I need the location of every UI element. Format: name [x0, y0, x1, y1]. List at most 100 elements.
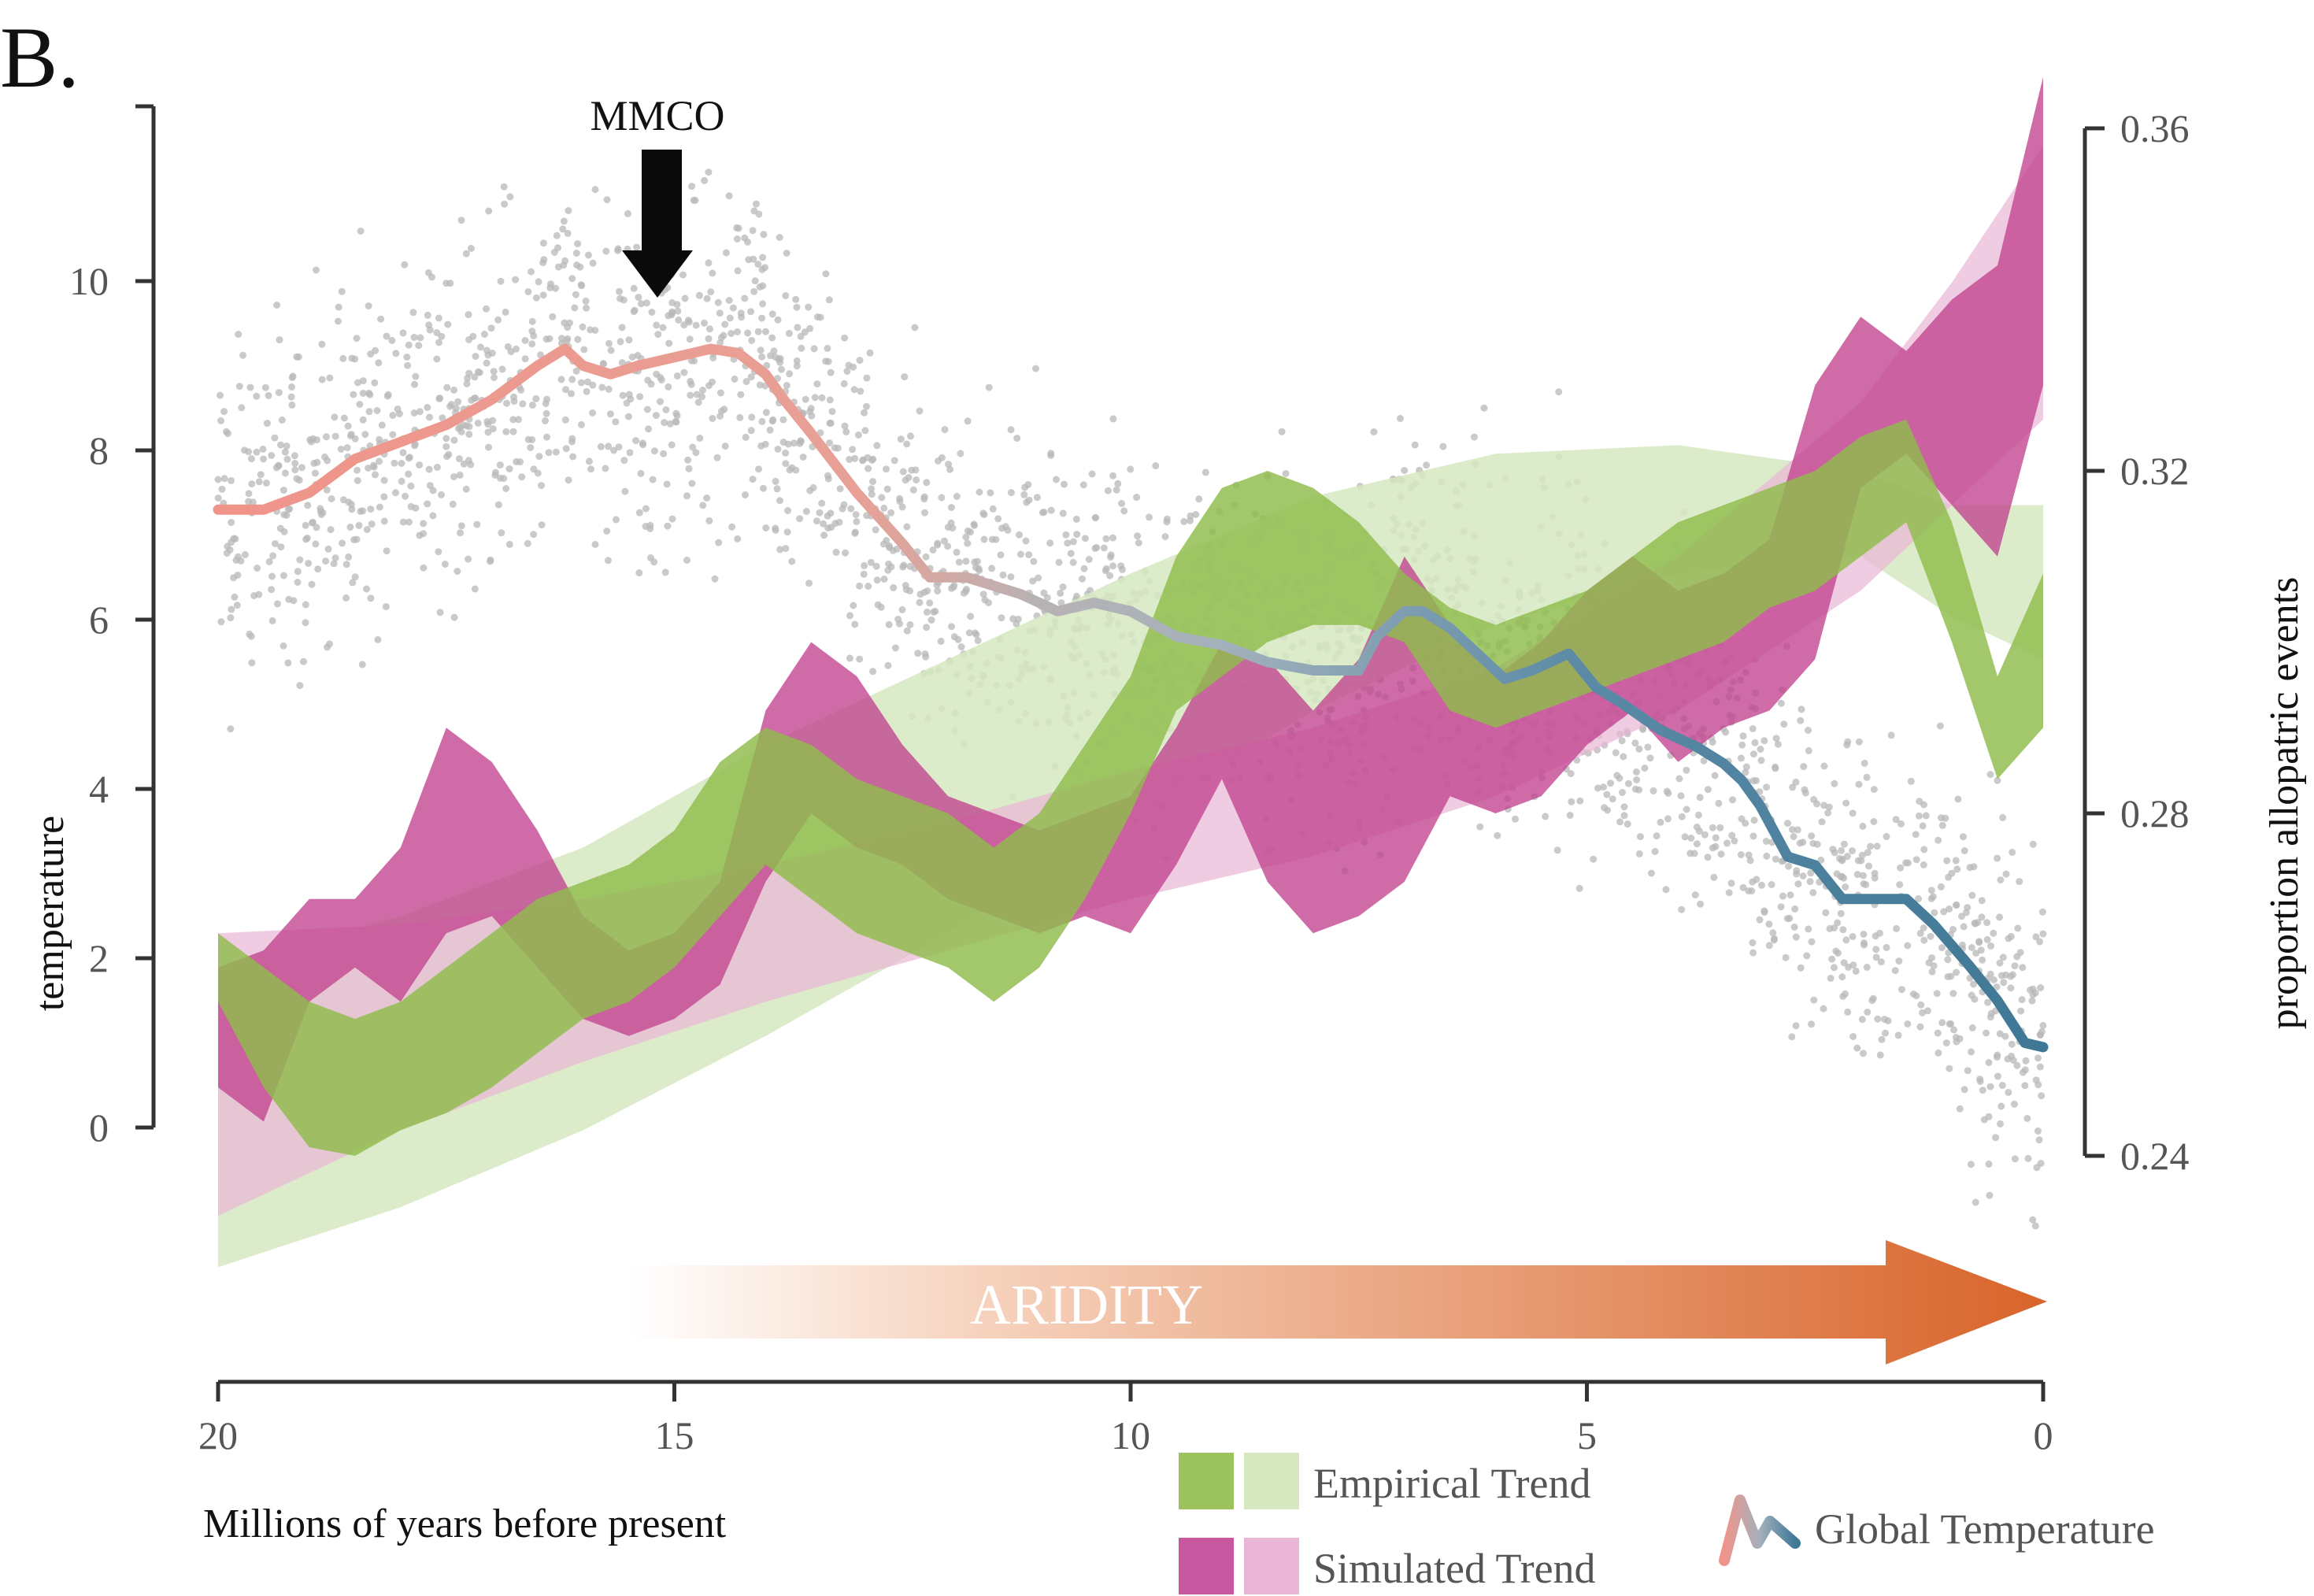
scatter-point [860, 570, 868, 578]
scatter-point [850, 386, 858, 394]
scatter-point [564, 229, 572, 237]
scatter-point [856, 357, 864, 365]
scatter-point [457, 217, 465, 224]
scatter-point [733, 224, 741, 231]
scatter-point [420, 520, 428, 528]
scatter-point [442, 443, 450, 450]
scatter-point [1842, 936, 1850, 944]
scatter-point [2033, 1164, 2041, 1172]
scatter-point [248, 659, 256, 667]
scatter-point [1774, 740, 1782, 748]
scatter-point [913, 476, 920, 484]
scatter-point [560, 217, 568, 225]
scatter-point [1057, 589, 1064, 597]
scatter-point [1871, 874, 1879, 882]
scatter-point [337, 446, 345, 453]
scatter-point [930, 608, 938, 616]
scatter-point [1845, 963, 1852, 971]
scatter-point [1980, 1116, 1988, 1124]
scatter-point [758, 265, 766, 273]
scatter-point [1920, 846, 1928, 854]
scatter-point [1715, 799, 1723, 807]
scatter-point [1870, 818, 1878, 825]
left-tick-label: 8 [89, 428, 109, 472]
scatter-point [1635, 850, 1643, 857]
scatter-point [1966, 864, 1974, 872]
scatter-point [227, 614, 235, 622]
scatter-point [772, 354, 779, 361]
scatter-point [331, 554, 339, 562]
scatter-point [714, 298, 722, 306]
scatter-point [227, 725, 235, 733]
scatter-point [1975, 939, 1983, 946]
scatter-point [1494, 831, 1501, 839]
scatter-point [228, 476, 235, 484]
scatter-point [768, 417, 776, 425]
scatter-point [357, 507, 365, 515]
scatter-point [500, 183, 508, 191]
scatter-point [1480, 404, 1488, 412]
scatter-point [1805, 746, 1812, 754]
scatter-point [1765, 942, 1773, 950]
scatter-point [916, 407, 924, 415]
scatter-point [1999, 813, 2007, 821]
scatter-point [1600, 783, 1607, 791]
scatter-point [696, 435, 704, 442]
scatter-point [1739, 732, 1747, 740]
scatter-point [287, 393, 295, 401]
scatter-point [687, 377, 694, 385]
scatter-point [1022, 537, 1030, 545]
scatter-point [707, 288, 715, 296]
scatter-point [294, 353, 302, 361]
scatter-point [907, 432, 914, 440]
scatter-point [1739, 883, 1747, 891]
scatter-point [496, 461, 504, 469]
scatter-point [845, 361, 853, 369]
scatter-point [1476, 823, 1484, 831]
scatter-point [1047, 506, 1055, 514]
scatter-point [1401, 467, 1409, 474]
legend-simulated-label: Simulated Trend [1313, 1545, 1596, 1592]
scatter-point [618, 324, 626, 331]
scatter-point [1080, 565, 1088, 572]
scatter-point [757, 346, 765, 354]
scatter-point [1029, 577, 1037, 585]
scatter-point [894, 616, 902, 623]
scatter-point [259, 445, 267, 453]
scatter-point [1986, 1191, 1994, 1199]
scatter-point [979, 509, 987, 517]
scatter-point [484, 428, 492, 436]
scatter-point [1278, 428, 1286, 435]
scatter-point [365, 465, 372, 472]
scatter-point [424, 404, 431, 411]
scatter-point [1840, 874, 1848, 882]
scatter-point [867, 558, 875, 566]
scatter-point [1675, 775, 1683, 783]
scatter-point [391, 489, 399, 497]
scatter-point [1920, 861, 1927, 868]
scatter-point [399, 329, 407, 337]
scatter-point [999, 571, 1007, 579]
scatter-point [652, 412, 660, 420]
scatter-point [1896, 881, 1904, 889]
scatter-point [1938, 821, 1946, 829]
scatter-point [335, 303, 342, 311]
scatter-point [842, 549, 850, 557]
scatter-point [1874, 1015, 1882, 1023]
scatter-point [277, 543, 285, 551]
scatter-point [709, 354, 717, 361]
scatter-point [1853, 1044, 1861, 1052]
scatter-point [810, 345, 818, 353]
scatter-point [1933, 990, 1941, 998]
scatter-point [750, 287, 758, 295]
scatter-point [668, 441, 676, 449]
scatter-point [967, 613, 975, 620]
scatter-point [309, 435, 317, 443]
scatter-point [357, 228, 365, 235]
scatter-point [435, 394, 443, 402]
scatter-point [782, 449, 790, 457]
scatter-point [326, 374, 334, 382]
scatter-point [463, 422, 471, 430]
scatter-point [843, 368, 851, 375]
scatter-point [2032, 1076, 2040, 1084]
